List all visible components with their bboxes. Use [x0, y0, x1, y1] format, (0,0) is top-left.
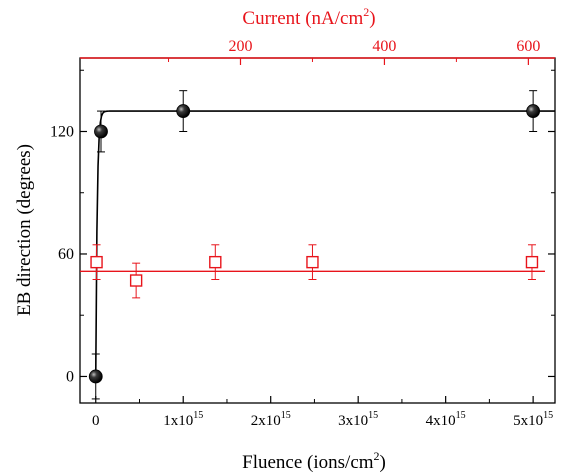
y-tick-label: 120 [50, 123, 74, 140]
black-series-fit-curve [94, 110, 555, 377]
red-series-point [525, 244, 539, 280]
open-square-marker [129, 274, 143, 287]
x-tick-label: 4x1015 [426, 410, 466, 429]
open-square-marker [306, 255, 319, 269]
x-axis-label: Fluence (ions/cm2) [242, 449, 386, 473]
black-series-point [526, 90, 541, 132]
black-series-point [88, 353, 103, 400]
red-series-point [90, 244, 103, 280]
open-square-marker [209, 255, 222, 269]
red-series-point [306, 244, 319, 280]
y-axis-label: EB direction (degrees) [14, 144, 35, 316]
top-tick-label: 200 [228, 38, 252, 55]
black-series-point [94, 110, 108, 153]
x-tick-label: 5x1015 [513, 410, 553, 429]
x-tick-label: 0 [92, 413, 100, 429]
red-series-point [129, 262, 143, 299]
sphere-marker [88, 369, 103, 384]
red-series-point [209, 244, 222, 280]
sphere-marker [176, 104, 191, 118]
sphere-marker [94, 124, 108, 139]
top-tick-label: 600 [516, 38, 540, 55]
open-square-marker [525, 255, 539, 269]
x-tick-label: 1x1015 [163, 410, 203, 429]
plot-area-frame [79, 57, 556, 404]
y-tick-label: 0 [66, 368, 74, 385]
top-tick-label: 400 [372, 38, 396, 55]
open-square-marker [90, 255, 103, 269]
sphere-marker [526, 104, 541, 118]
x-tick-label: 2x1015 [251, 410, 291, 429]
y-tick-label: 60 [58, 246, 74, 263]
black-series-point [176, 90, 191, 132]
top-axis-label: Current (nA/cm2) [242, 5, 375, 29]
x-tick-label: 3x1015 [338, 410, 378, 429]
